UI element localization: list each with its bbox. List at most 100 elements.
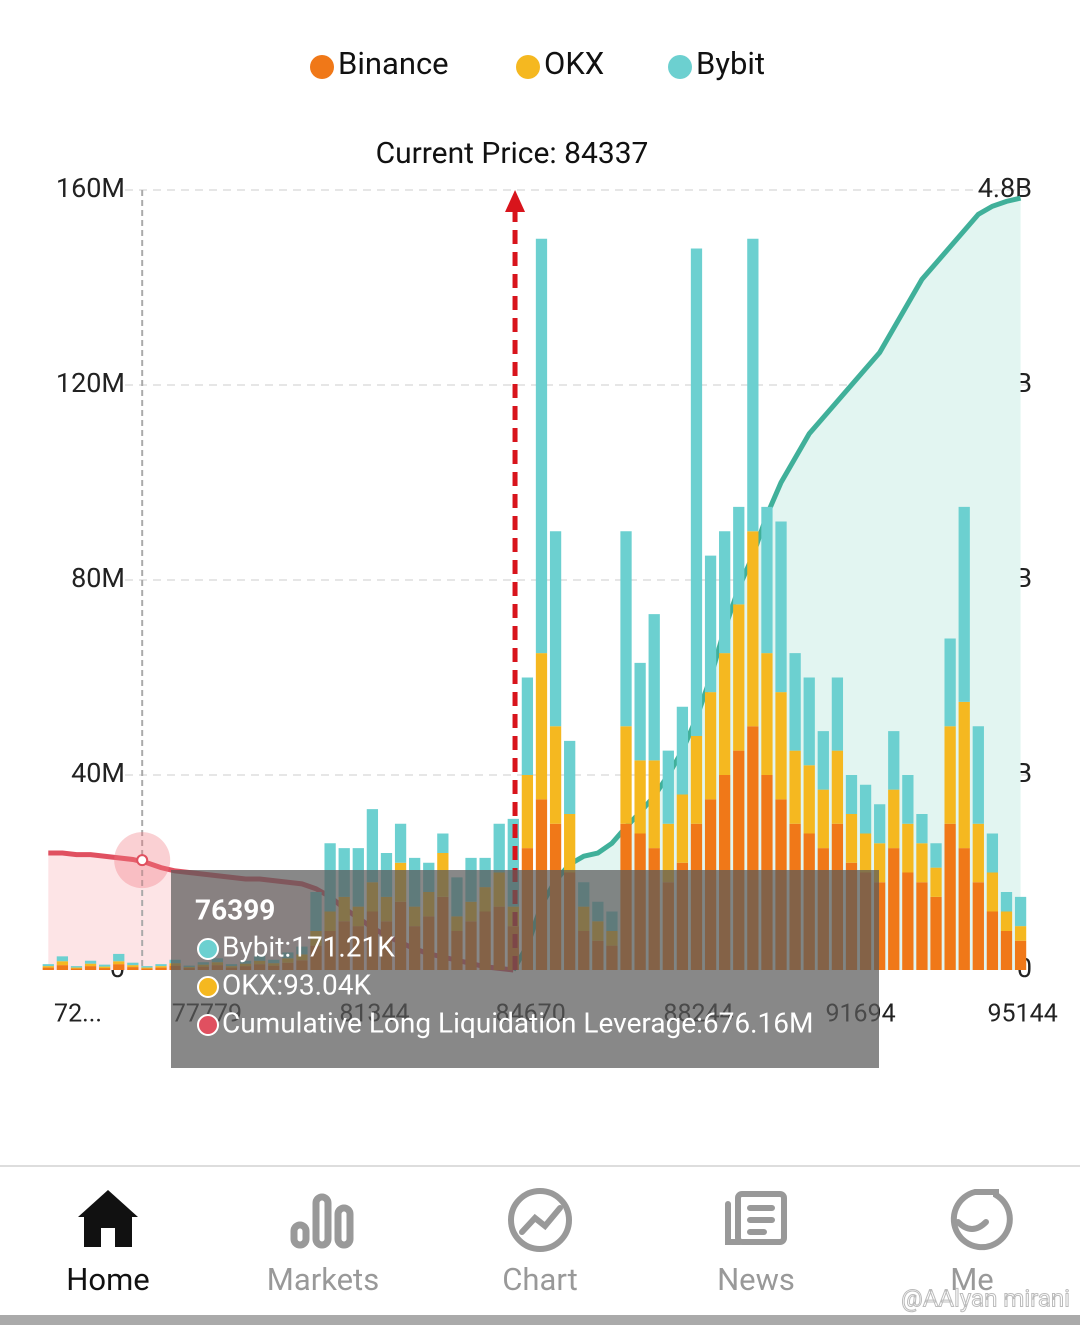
bar (521, 677, 534, 775)
tooltip-line: Bybit:171.21K (222, 930, 395, 963)
current-price-arrow (505, 190, 526, 212)
bar (437, 833, 449, 853)
bar (1000, 931, 1013, 970)
bar (817, 731, 829, 790)
bar (155, 966, 167, 968)
bar (859, 833, 872, 873)
bar (845, 814, 858, 863)
bar (634, 760, 646, 834)
bar (874, 804, 886, 844)
bar (620, 531, 632, 727)
bar (549, 726, 562, 824)
nav-news[interactable]: News (717, 1191, 795, 1298)
bar (733, 506, 745, 605)
bar (859, 784, 872, 834)
nav-me[interactable]: Me (950, 1189, 1013, 1298)
bar (874, 882, 886, 970)
hover-point (136, 854, 149, 867)
bar (761, 653, 773, 775)
tooltip-line: OKX:93.04K (222, 968, 371, 1001)
bar (127, 962, 139, 966)
x-tick-label: 95144 (988, 1000, 1058, 1029)
bar (733, 750, 745, 970)
bar (986, 833, 999, 873)
bar (648, 760, 660, 849)
nav-home[interactable]: Home (66, 1190, 150, 1298)
legend-swatch (310, 55, 334, 79)
bar (733, 604, 745, 751)
bar (916, 814, 928, 844)
bar (1014, 896, 1027, 927)
bar (789, 653, 801, 751)
bar (70, 968, 83, 970)
bar (803, 677, 815, 766)
bar (676, 794, 689, 863)
bar (817, 789, 829, 849)
bar (84, 960, 97, 964)
bar (634, 662, 646, 761)
bar (944, 726, 956, 824)
tooltip-dot (197, 976, 219, 998)
bar (507, 818, 519, 907)
nav-chart[interactable]: Chart (502, 1188, 578, 1298)
bar (113, 964, 125, 970)
bar (747, 238, 759, 532)
nav-label: News (717, 1261, 795, 1298)
watermark: @AAlyan mirani (901, 1284, 1070, 1312)
bar (141, 968, 153, 970)
bar (70, 966, 83, 968)
bar (704, 692, 717, 800)
bar (902, 775, 914, 824)
bar (916, 843, 928, 883)
bar (874, 843, 886, 883)
bar (549, 531, 562, 727)
bar (888, 731, 900, 790)
bar (56, 965, 69, 970)
legend-label: OKX (544, 45, 604, 82)
bar (70, 967, 83, 969)
bar (690, 736, 703, 824)
bar (1014, 940, 1027, 970)
bar (56, 956, 69, 962)
bar (127, 965, 139, 968)
nav-label: Home (66, 1261, 149, 1298)
bar (944, 638, 956, 727)
tooltip-box (171, 870, 879, 1068)
bar (84, 966, 97, 970)
legend-label: Bybit (696, 45, 765, 82)
bar (42, 967, 54, 970)
nav-label: Chart (502, 1261, 578, 1298)
y2-tick-label: 4.8B (978, 172, 1032, 204)
y-tick-label: 160M (56, 172, 125, 204)
bar (155, 964, 167, 967)
bar (1014, 926, 1027, 941)
bar (113, 961, 125, 965)
bar (958, 848, 970, 970)
tooltip-dot (197, 1014, 219, 1036)
nav-markets[interactable]: Markets (267, 1193, 379, 1298)
bar (704, 555, 717, 693)
nav-label: Me (950, 1261, 994, 1298)
bar (620, 726, 632, 824)
plot: 040M80M120M160M01.2B2.4B3.6B4.8B72...777… (42, 172, 1058, 1068)
bar (747, 531, 759, 727)
bar (1000, 911, 1013, 931)
bar (916, 882, 928, 970)
bar (775, 692, 787, 800)
bar (493, 823, 505, 873)
bar (141, 967, 153, 969)
bar (972, 823, 984, 883)
bar (127, 967, 139, 970)
bar (99, 966, 111, 969)
bar (564, 814, 576, 873)
tooltip-line: Cumulative Long Liquidation Leverage:676… (222, 1006, 813, 1039)
bar (535, 653, 548, 800)
y-tick-label: 120M (56, 367, 125, 399)
bar (99, 964, 111, 967)
bar (831, 677, 844, 751)
bar (972, 882, 984, 970)
y-tick-label: 40M (71, 757, 125, 789)
legend-swatch (516, 55, 540, 79)
nav-label: Markets (267, 1261, 379, 1298)
